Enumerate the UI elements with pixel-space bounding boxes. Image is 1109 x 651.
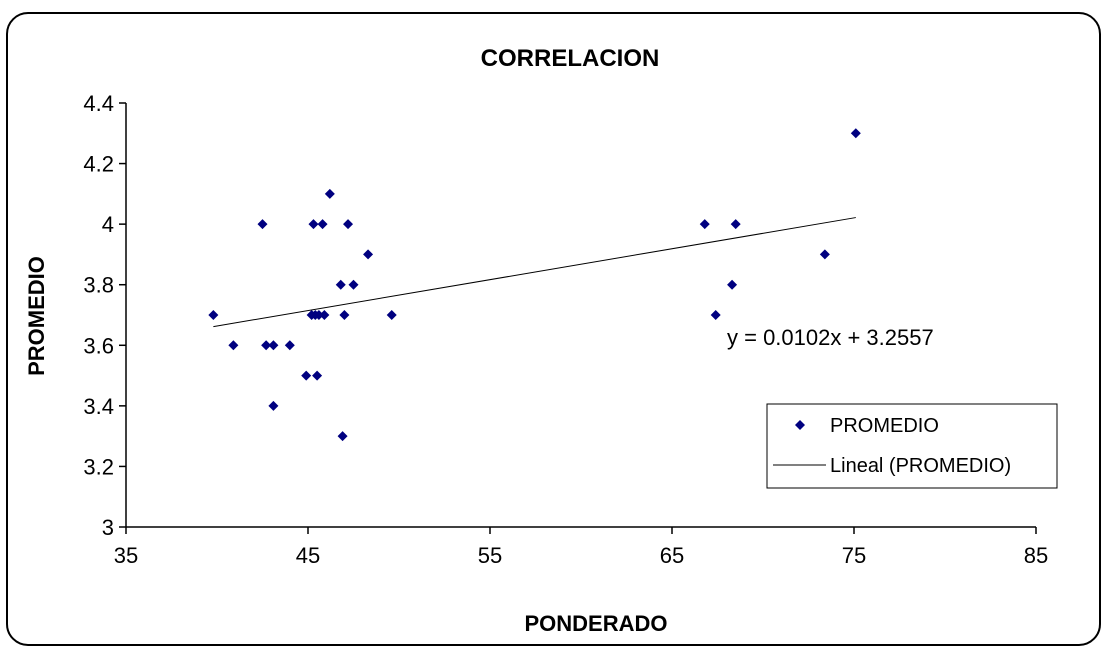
y-tick-label: 4.4 (83, 91, 114, 116)
legend-label-promedio: PROMEDIO (830, 415, 939, 437)
x-tick-label: 85 (1024, 543, 1048, 568)
y-tick-label: 4 (102, 212, 114, 237)
y-axis-label: PROMEDIO (24, 256, 49, 376)
data-point (308, 219, 319, 230)
data-point (208, 310, 219, 320)
data-point (343, 219, 354, 230)
data-point (257, 219, 268, 230)
data-point (261, 340, 272, 351)
data-point (335, 279, 346, 290)
trendline (213, 217, 856, 328)
y-tick-label: 3 (102, 515, 114, 540)
chart-title: CORRELACION (481, 45, 660, 72)
data-point (850, 128, 861, 139)
y-ticks: 3 3.2 3.4 3.6 3.8 4 4.2 4.4 (83, 91, 126, 540)
data-point (301, 370, 312, 381)
chart-frame (6, 12, 1101, 646)
x-tick-label: 65 (660, 543, 684, 568)
x-ticks: 35 45 55 65 75 85 (114, 527, 1048, 568)
data-points (208, 128, 861, 442)
data-point (319, 310, 330, 320)
data-point (312, 370, 323, 381)
data-point (339, 310, 350, 320)
trendline-equation: y = 0.0102x + 3.2557 (727, 325, 934, 350)
data-point (819, 249, 830, 260)
x-tick-label: 45 (296, 543, 320, 568)
legend-box (766, 403, 1058, 489)
data-point (317, 219, 328, 230)
data-point (324, 188, 335, 199)
x-tick-label: 75 (842, 543, 866, 568)
legend-label-lineal: Lineal (PROMEDIO) (830, 455, 1011, 477)
data-point (268, 400, 279, 411)
y-tick-label: 3.8 (83, 273, 114, 298)
data-point (284, 340, 295, 351)
x-tick-label: 55 (478, 543, 502, 568)
data-point (710, 310, 721, 320)
data-point (699, 219, 710, 230)
axes (125, 103, 1036, 528)
y-tick-label: 4.2 (83, 152, 114, 177)
data-point (363, 249, 374, 260)
legend-marker-promedio (795, 420, 805, 430)
data-point (337, 431, 348, 442)
x-axis-label: PONDERADO (524, 611, 667, 636)
data-point (730, 219, 741, 230)
data-point (313, 310, 324, 320)
data-point (348, 279, 359, 290)
y-tick-label: 3.6 (83, 333, 114, 358)
data-point (268, 340, 279, 351)
y-tick-label: 3.2 (83, 454, 114, 479)
data-point (228, 340, 239, 351)
trendline-group (213, 217, 856, 328)
x-tick-label: 35 (114, 543, 138, 568)
data-point (727, 279, 738, 290)
legend: PROMEDIO Lineal (PROMEDIO) (766, 403, 1058, 489)
data-point (386, 310, 397, 320)
y-tick-label: 3.4 (83, 394, 114, 419)
